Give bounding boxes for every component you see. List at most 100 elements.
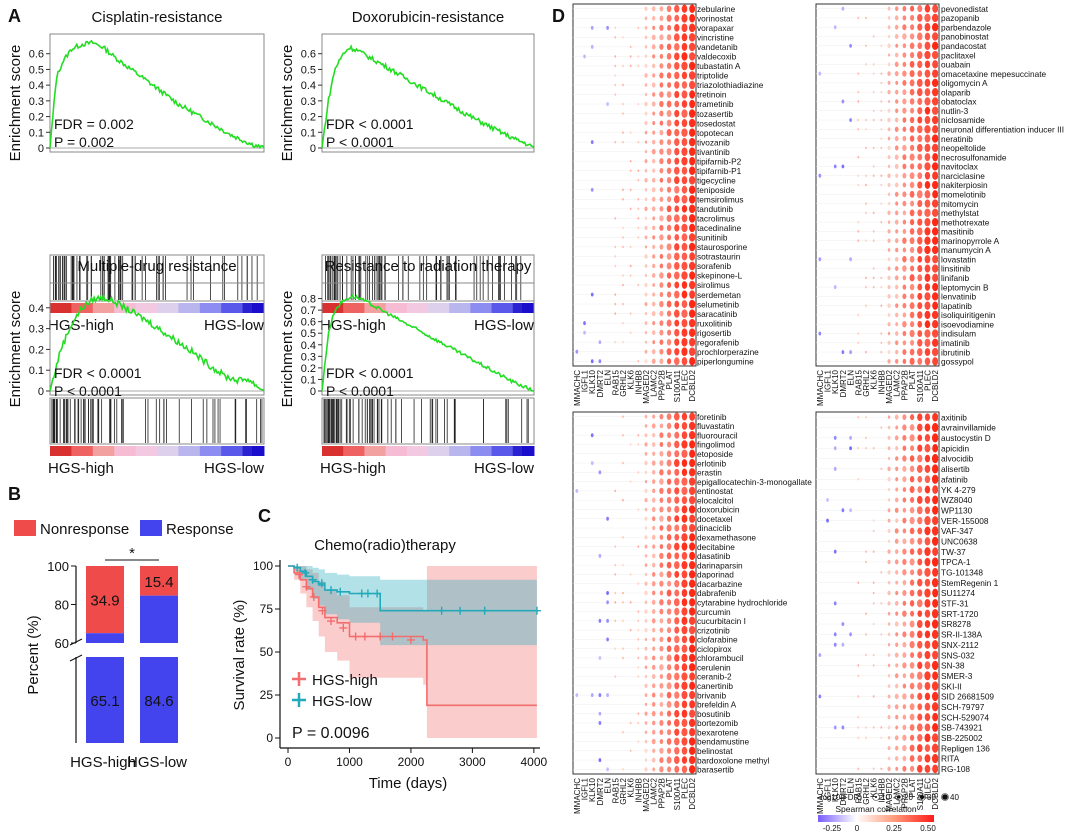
bubble	[622, 274, 624, 277]
stat-fdr: FDR < 0.0001	[326, 116, 414, 132]
bubble	[902, 558, 907, 566]
bar-response-lower	[86, 657, 124, 743]
size-legend-dot	[942, 794, 948, 800]
drug-label: trametinib	[697, 99, 734, 109]
bubble	[887, 220, 891, 224]
drug-label: temsirolimus	[697, 194, 744, 204]
bubble	[902, 24, 907, 31]
bubble	[932, 125, 939, 134]
bubble	[902, 5, 907, 12]
bubble	[659, 329, 664, 336]
bubble	[902, 445, 907, 451]
bubble	[681, 616, 688, 626]
drug-label: methylstat	[941, 208, 980, 218]
legend-label-low: HGS-low	[312, 693, 372, 710]
bubble	[681, 61, 688, 71]
bubble	[674, 524, 680, 532]
bubble	[902, 43, 907, 49]
bubble	[895, 89, 899, 95]
bubble	[652, 25, 656, 30]
bubble	[872, 767, 875, 771]
bubble	[895, 425, 899, 430]
bubble	[681, 328, 688, 337]
bubble	[932, 282, 939, 292]
bubble	[924, 78, 931, 87]
bubble	[887, 766, 891, 772]
bubble	[681, 551, 688, 560]
bubble	[931, 609, 939, 619]
bubble	[689, 290, 696, 299]
bubble	[841, 6, 845, 11]
size-legend-dot	[875, 796, 877, 798]
bubble	[644, 433, 648, 438]
bubble	[674, 580, 680, 588]
bubble	[659, 34, 664, 41]
bubble	[666, 478, 672, 485]
bubble	[924, 713, 931, 722]
bubble	[688, 468, 696, 477]
bubble	[909, 52, 915, 59]
bubble	[629, 749, 632, 753]
bubble	[909, 476, 915, 483]
bubble	[644, 178, 648, 183]
drug-label: SRT-1720	[941, 609, 979, 619]
bubble	[902, 182, 907, 188]
bubble	[917, 516, 923, 525]
bubble	[902, 641, 907, 648]
bubble	[629, 628, 632, 632]
bubble	[857, 674, 860, 678]
bubble	[902, 247, 907, 253]
bubble	[688, 175, 696, 185]
drug-label: bosutinib	[697, 709, 731, 719]
bubble	[902, 256, 907, 263]
bubble	[931, 50, 939, 60]
bubble	[887, 117, 891, 123]
gene-label: GRHL2	[862, 777, 871, 804]
bubble	[659, 645, 664, 652]
bubble	[833, 285, 837, 290]
bubble	[887, 715, 891, 720]
color-legend-tick: -0.25	[823, 824, 842, 832]
bubble	[667, 196, 672, 203]
bubble	[629, 159, 632, 163]
bubble	[598, 720, 602, 725]
bubble	[606, 591, 609, 595]
bubble	[681, 681, 688, 690]
bubble	[637, 740, 640, 743]
bubble	[659, 766, 664, 773]
size-legend-dot	[897, 795, 901, 799]
bubble	[644, 451, 648, 456]
bubble	[887, 642, 891, 647]
bubble	[644, 225, 648, 231]
bubble	[629, 245, 632, 249]
bubble	[622, 245, 624, 249]
bubble	[887, 528, 891, 534]
bubble	[826, 497, 829, 502]
bubble	[887, 350, 891, 354]
bubble	[651, 34, 656, 41]
bubble	[902, 517, 907, 524]
drug-label: elocalcitol	[697, 495, 734, 505]
axis-break	[69, 638, 83, 646]
bubble	[902, 693, 907, 700]
censor-mark-high	[351, 632, 360, 641]
gene-label: MMACHC	[573, 370, 582, 406]
bubble	[924, 599, 931, 608]
rank-bar-segment	[322, 446, 344, 456]
gene-label: PLAT	[665, 370, 674, 390]
bubble	[833, 632, 837, 637]
bubble	[887, 663, 891, 668]
y-axis-label: Enrichment score	[279, 291, 296, 408]
bubble	[666, 291, 672, 298]
bubble	[910, 414, 915, 421]
bubble	[666, 552, 672, 560]
bubble	[841, 99, 845, 104]
gsea-title: Doxorubicin-resistance	[352, 9, 505, 26]
drug-label: lenvatinib	[941, 292, 976, 302]
drug-label: manumycin A	[941, 245, 991, 255]
bubble	[909, 713, 915, 721]
bubble	[606, 693, 609, 698]
bubble	[887, 746, 891, 751]
bubble	[895, 766, 899, 771]
gsea-panel-1: Doxorubicin-resistance00.10.20.30.40.50.…	[279, 9, 535, 334]
